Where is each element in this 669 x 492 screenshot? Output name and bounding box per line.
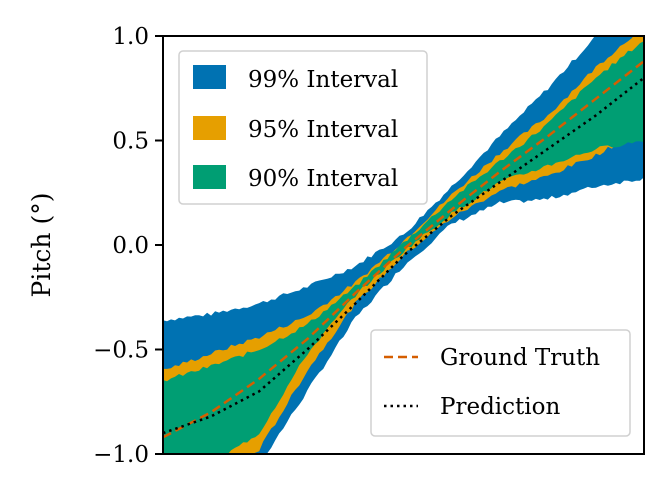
plot-area: [163, 36, 644, 454]
legend-lines-frame: [370, 329, 631, 437]
legend-swatch-90: [193, 165, 226, 189]
y-axis-label: Pitch (°): [27, 193, 56, 298]
y-tick-label: −0.5: [93, 338, 149, 364]
ground-truth-line: [163, 60, 644, 439]
y-tick-label: 1.0: [112, 24, 149, 50]
y-tick-label: 0.0: [112, 233, 149, 259]
legend-intervals: 99% Interval 95% Interval 90% Interval: [178, 50, 428, 205]
y-tick-label: 0.5: [112, 129, 149, 155]
lines-layer: [163, 60, 644, 439]
band-90-interval: [163, 41, 644, 454]
legend-label-90: 90% Interval: [248, 166, 398, 192]
legend-label-95: 95% Interval: [248, 117, 398, 143]
y-tick-label: −1.0: [93, 442, 149, 468]
legend-ground-truth-label: Ground Truth: [440, 345, 600, 371]
legend-swatch-99: [193, 65, 226, 89]
prediction-line: [163, 76, 644, 435]
y-axis: −1.0 −0.5 0.0 0.5 1.0: [93, 24, 163, 468]
legend-band-entries: 99% Interval 95% Interval 90% Interval: [193, 65, 398, 192]
legend-intervals-frame: [178, 50, 428, 205]
legend-label-99: 99% Interval: [248, 67, 398, 93]
legend-prediction-label: Prediction: [440, 394, 560, 420]
legend-swatch-95: [193, 116, 226, 140]
legend-lines: Ground Truth Prediction: [370, 329, 631, 437]
bands-layer: [163, 36, 644, 454]
